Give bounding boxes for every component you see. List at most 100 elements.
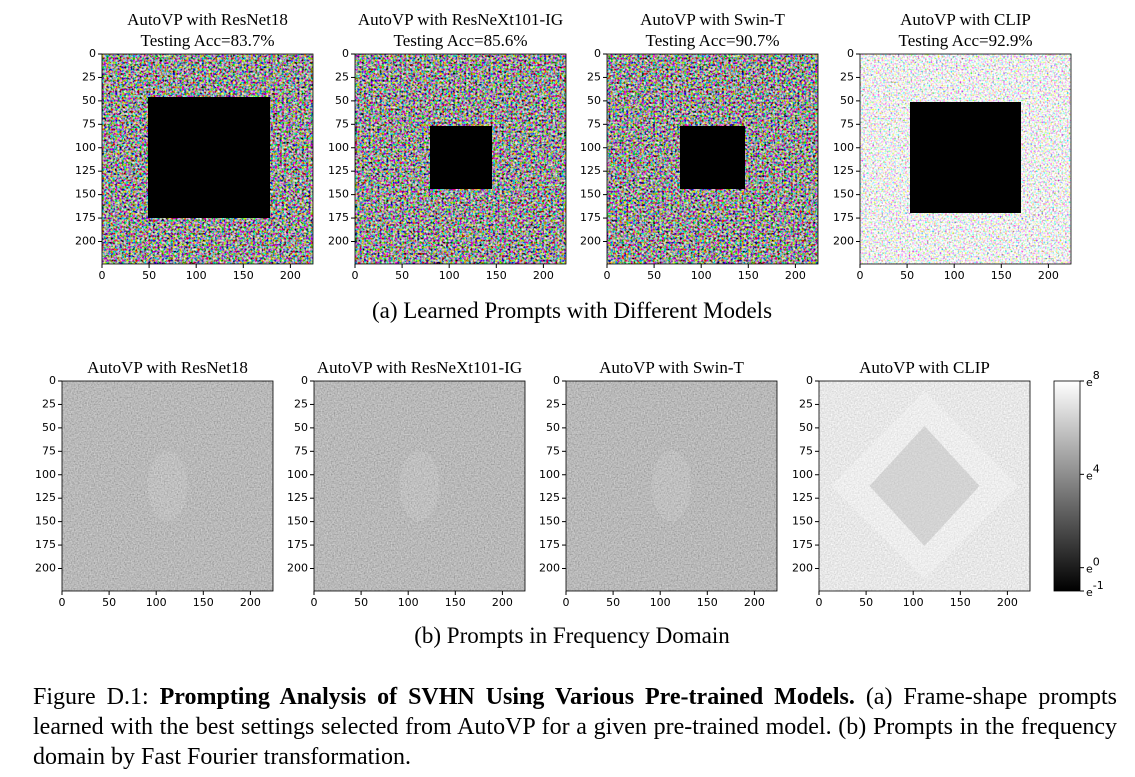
panel-subtitle: Testing Acc=92.9%	[899, 31, 1033, 50]
y-tick-label: 175	[580, 211, 601, 224]
y-tick-label: 50	[82, 94, 96, 107]
prompt-mask	[680, 126, 745, 189]
x-tick-label: 50	[142, 269, 156, 282]
y-tick-label: 50	[840, 94, 854, 107]
colorbar-exponent: 4	[1093, 462, 1100, 475]
x-tick-label: 150	[193, 596, 214, 609]
colorbar-base: e	[1086, 563, 1093, 576]
y-tick-label: 75	[546, 444, 560, 457]
frequency-image	[62, 381, 273, 591]
colorbar-exponent: 8	[1093, 369, 1100, 382]
y-tick-label: 75	[799, 444, 813, 457]
y-tick-label: 50	[799, 421, 813, 434]
y-tick-label: 0	[49, 374, 56, 387]
x-tick-label: 50	[859, 596, 873, 609]
y-tick-label: 200	[328, 235, 349, 248]
x-tick-label: 150	[738, 269, 759, 282]
y-tick-label: 150	[580, 188, 601, 201]
x-tick-label: 200	[533, 269, 554, 282]
panel-title: AutoVP with ResNeXt101-IG	[317, 358, 522, 377]
y-tick-label: 100	[833, 141, 854, 154]
x-tick-label: 100	[691, 269, 712, 282]
x-tick-label: 50	[647, 269, 661, 282]
y-tick-label: 175	[792, 538, 813, 551]
y-tick-label: 150	[539, 515, 560, 528]
y-tick-label: 0	[553, 374, 560, 387]
y-tick-label: 50	[546, 421, 560, 434]
y-tick-label: 200	[580, 235, 601, 248]
x-tick-label: 200	[280, 269, 301, 282]
y-tick-label: 125	[287, 491, 308, 504]
panel-title: AutoVP with ResNeXt101-IG	[358, 10, 563, 29]
y-tick-label: 75	[42, 444, 56, 457]
y-tick-label: 100	[75, 141, 96, 154]
y-tick-label: 125	[539, 491, 560, 504]
y-tick-label: 200	[75, 235, 96, 248]
panel-title: AutoVP with Swin-T	[640, 10, 785, 29]
y-tick-label: 0	[806, 374, 813, 387]
x-tick-label: 100	[903, 596, 924, 609]
frequency-image	[314, 381, 525, 591]
x-tick-label: 0	[563, 596, 570, 609]
y-tick-label: 150	[328, 188, 349, 201]
x-tick-label: 100	[186, 269, 207, 282]
frequency-inner	[869, 426, 980, 546]
x-tick-label: 50	[354, 596, 368, 609]
y-tick-label: 175	[833, 211, 854, 224]
y-tick-label: 75	[335, 117, 349, 130]
x-tick-label: 50	[395, 269, 409, 282]
prompt-mask	[148, 97, 270, 218]
x-tick-label: 200	[492, 596, 513, 609]
y-tick-label: 0	[594, 47, 601, 60]
x-tick-label: 0	[604, 269, 611, 282]
y-tick-label: 125	[328, 164, 349, 177]
x-tick-label: 100	[944, 269, 965, 282]
x-tick-label: 200	[240, 596, 261, 609]
y-tick-label: 150	[35, 515, 56, 528]
y-tick-label: 50	[335, 94, 349, 107]
y-tick-label: 75	[294, 444, 308, 457]
y-tick-label: 175	[35, 538, 56, 551]
panel-title: AutoVP with ResNet18	[87, 358, 248, 377]
caption-text: (a) Frame-shape prompts learned with the…	[33, 684, 1117, 770]
y-tick-label: 100	[328, 141, 349, 154]
panel-title: AutoVP with CLIP	[900, 10, 1031, 29]
x-tick-label: 0	[59, 596, 66, 609]
frequency-image	[819, 381, 1030, 591]
y-tick-label: 200	[287, 562, 308, 575]
axes-frame	[61, 380, 274, 592]
y-tick-label: 175	[328, 211, 349, 224]
y-tick-label: 0	[342, 47, 349, 60]
x-tick-label: 0	[816, 596, 823, 609]
panel-title: AutoVP with CLIP	[859, 358, 990, 377]
y-tick-label: 100	[35, 468, 56, 481]
x-tick-label: 0	[99, 269, 106, 282]
colorbar-tick-label: e0	[1086, 556, 1100, 576]
y-tick-label: 150	[75, 188, 96, 201]
y-tick-label: 25	[82, 70, 96, 83]
y-tick-label: 50	[42, 421, 56, 434]
y-tick-label: 200	[833, 235, 854, 248]
y-tick-label: 0	[89, 47, 96, 60]
x-tick-label: 50	[606, 596, 620, 609]
y-tick-label: 75	[82, 117, 96, 130]
caption-a: (a) Learned Prompts with Different Model…	[372, 298, 772, 323]
x-tick-label: 200	[744, 596, 765, 609]
y-tick-label: 25	[840, 70, 854, 83]
colorbar-base: e	[1086, 469, 1093, 482]
y-tick-label: 200	[792, 562, 813, 575]
frequency-center	[651, 451, 692, 521]
frequency-center	[147, 451, 188, 521]
panel-subtitle: Testing Acc=83.7%	[141, 31, 275, 50]
x-tick-label: 150	[991, 269, 1012, 282]
x-tick-label: 150	[233, 269, 254, 282]
axes-frame	[101, 53, 314, 265]
x-tick-label: 0	[311, 596, 318, 609]
panel-title: AutoVP with Swin-T	[599, 358, 744, 377]
y-tick-label: 75	[587, 117, 601, 130]
y-tick-label: 200	[539, 562, 560, 575]
figure-graphics: (a) Learned Prompts with Different Model…	[35, 10, 1104, 648]
figure-caption: Figure D.1: Prompting Analysis of SVHN U…	[33, 682, 1117, 772]
frequency-center	[399, 451, 440, 521]
